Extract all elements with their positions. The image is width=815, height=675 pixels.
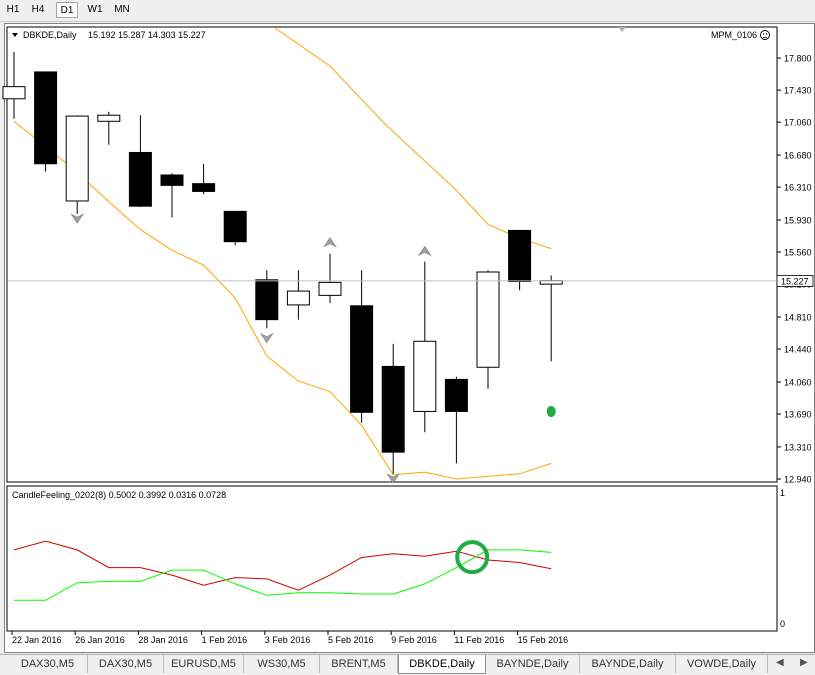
up-arrow-icon [323, 237, 337, 248]
price-axis-label: 17.800 [784, 54, 812, 64]
price-axis-label: 13.690 [784, 410, 812, 420]
timeframe-h1-button[interactable]: H1 [6, 4, 20, 15]
time-axis-label: 9 Feb 2016 [391, 635, 437, 645]
bear-candle [192, 183, 216, 192]
bear-candle [223, 210, 247, 243]
indicator-scale-bottom: 0 [780, 619, 785, 629]
time-axis-label: 26 Jan 2016 [75, 635, 125, 645]
down-arrow-icon [386, 473, 401, 484]
timeframe-h4-button[interactable]: H4 [31, 4, 45, 15]
signal-dot [546, 405, 556, 417]
timeframe-d1-button[interactable]: D1 [56, 2, 78, 18]
tab-scroll-left-icon[interactable]: ◀ [776, 657, 784, 668]
bear-candle [128, 151, 152, 207]
bull-candle [286, 290, 310, 306]
timeframe-w1-button[interactable]: W1 [87, 4, 103, 15]
price-axis-label: 15.930 [784, 216, 812, 226]
chart-symbol-label: DBKDE,Daily [23, 30, 77, 40]
timeframe-mn-button[interactable]: MN [114, 4, 130, 15]
time-axis-label: 3 Feb 2016 [265, 635, 311, 645]
price-axis-label: 13.310 [784, 442, 812, 452]
indicator-green-line [14, 549, 552, 601]
bear-candle [444, 378, 468, 412]
bull-candle [476, 271, 500, 368]
indicator-plot-area [6, 485, 778, 632]
envelope-lower-line [13, 120, 552, 480]
price-axis-label: 12.940 [784, 475, 812, 485]
chart-tab[interactable]: DAX30,M5 [88, 655, 164, 673]
tab-scroll-right-icon[interactable]: ▶ [800, 657, 808, 668]
timeframe-toolbar: H1 H4 D1 W1 MN [0, 0, 815, 22]
bull-candle [318, 281, 342, 296]
expert-advisor-label: MPM_0106 [711, 30, 757, 40]
chart-tab[interactable]: BRENT,M5 [320, 655, 398, 673]
time-axis-label: 22 Jan 2016 [12, 635, 62, 645]
time-axis-label: 1 Feb 2016 [202, 635, 248, 645]
bear-candle [34, 71, 58, 165]
price-axis-label: 17.060 [784, 118, 812, 128]
bull-candle [65, 115, 89, 202]
time-axis-label: 5 Feb 2016 [328, 635, 374, 645]
chart-tab-active[interactable]: DBKDE,Daily [398, 655, 486, 674]
time-axis-label: 28 Jan 2016 [138, 635, 188, 645]
chart-tab[interactable]: EURUSD,M5 [164, 655, 244, 673]
down-arrow-icon [70, 213, 85, 224]
price-axis-label: 15.560 [784, 248, 812, 258]
crossover-highlight-circle [455, 540, 490, 575]
bull-candle [413, 340, 437, 412]
bull-candle [97, 114, 121, 122]
chart-shift-marker-icon[interactable] [618, 27, 626, 32]
chart-tab-bar: DAX30,M5 DAX30,M5 EURUSD,M5 WS30,M5 BREN… [0, 654, 815, 675]
price-axis-label: 14.810 [784, 313, 812, 323]
up-arrow-icon [417, 245, 432, 257]
time-axis-label: 15 Feb 2016 [518, 635, 569, 645]
time-axis-label: 11 Feb 2016 [454, 635, 504, 645]
bear-candle [381, 365, 405, 453]
smiley-icon[interactable] [760, 30, 770, 40]
bear-candle [255, 279, 279, 321]
chart-ohlc-values: 15.192 15.287 14.303 15.227 [88, 30, 206, 40]
indicator-red-line [13, 540, 552, 591]
bull-candle [2, 86, 26, 100]
chart-canvas[interactable]: 17.800 17.430 17.060 16.680 16.310 15.930 15.5… [0, 0, 815, 654]
bear-candle [350, 305, 374, 413]
down-arrow-icon [259, 332, 274, 344]
chart-tab[interactable]: VOWDE,Daily [676, 655, 768, 673]
chart-tab[interactable]: WS30,M5 [244, 655, 320, 673]
chart-tab[interactable]: BAYNDE,Daily [580, 655, 676, 673]
symbol-menu-triangle-icon[interactable] [12, 33, 18, 37]
chart-tab[interactable]: BAYNDE,Daily [486, 655, 580, 673]
bear-candle [160, 174, 184, 186]
price-axis-label: 17.430 [784, 86, 812, 96]
current-price-box [776, 275, 814, 287]
bear-candle [508, 229, 532, 283]
price-axis-label: 16.310 [784, 183, 812, 193]
indicator-scale-top: 1 [780, 488, 785, 498]
price-axis-label: 16.680 [784, 151, 812, 161]
price-axis-label: 14.060 [784, 377, 812, 387]
price-axis-label: 14.440 [784, 345, 812, 355]
chart-tab[interactable]: DAX30,M5 [8, 655, 88, 673]
indicator-label: CandleFeeling_0202(8) 0.5002 0.3992 0.03… [12, 490, 226, 500]
current-price-label: 15.227 [781, 276, 809, 286]
